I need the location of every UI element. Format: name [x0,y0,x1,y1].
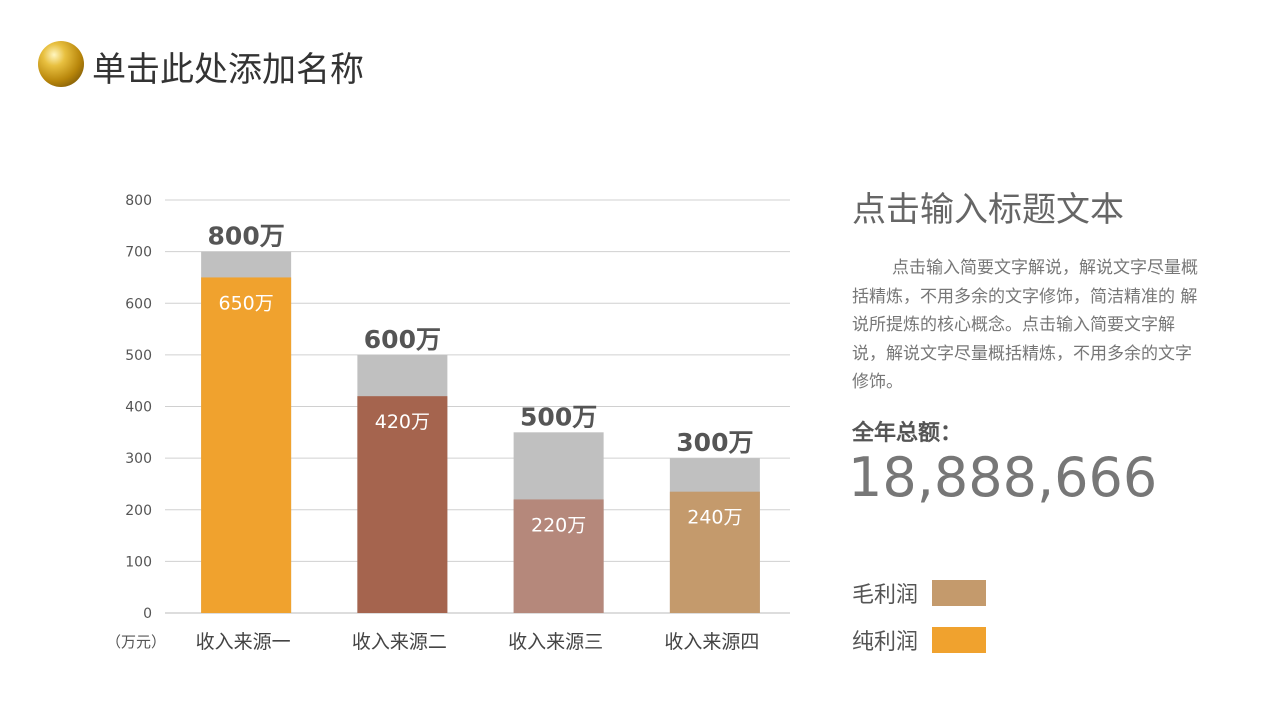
legend-swatch [932,627,987,653]
total-label: 全年总额： [852,421,963,446]
bar-total-label: 600万 [364,325,441,354]
y-tick-label: 600 [125,296,152,312]
bar-inner-label: 220万 [531,514,586,536]
side-heading: 点击输入标题文本 [852,190,1124,230]
bar-inner [513,499,604,613]
total-value: 18,888,666 [848,446,1158,509]
bar-inner [201,277,292,613]
x-tick-label: 收入来源二 [352,631,447,653]
legend-swatch [932,580,987,606]
bar-inner-label: 420万 [375,411,430,433]
legend-label: 纯利润 [852,630,919,655]
x-tick-label: 收入来源三 [508,631,603,653]
bar-total-label: 500万 [520,402,597,431]
y-tick-label: 200 [125,503,152,519]
y-tick-label: 800 [125,193,152,209]
bar-inner-label: 240万 [687,507,742,529]
x-tick-label: 收入来源四 [664,631,759,653]
y-tick-label: 300 [125,451,152,467]
legend-label: 毛利润 [852,583,919,608]
y-unit-label: （万元） [106,633,166,651]
legend-item-net: 纯利润 [852,624,987,656]
side-description: 点击输入简要文字解说，解说文字尽量概括精炼，不用多余的文字修饰，简洁精准的 解说… [852,258,1198,392]
y-tick-label: 700 [125,245,152,261]
bar-inner-label: 650万 [218,292,273,314]
y-tick-label: 100 [125,554,152,570]
bar-inner [357,396,448,613]
globe-logo-icon [38,41,84,87]
y-tick-label: 500 [125,348,152,364]
bar-total-label: 800万 [208,222,285,251]
bar-inner [669,491,760,613]
y-tick-label: 0 [143,606,152,622]
bar-total-label: 300万 [676,428,753,457]
y-tick-label: 400 [125,400,152,416]
x-tick-label: 收入来源一 [196,631,291,653]
page-title: 单击此处添加名称 [92,50,364,90]
legend-item-gross: 毛利润 [852,577,987,609]
